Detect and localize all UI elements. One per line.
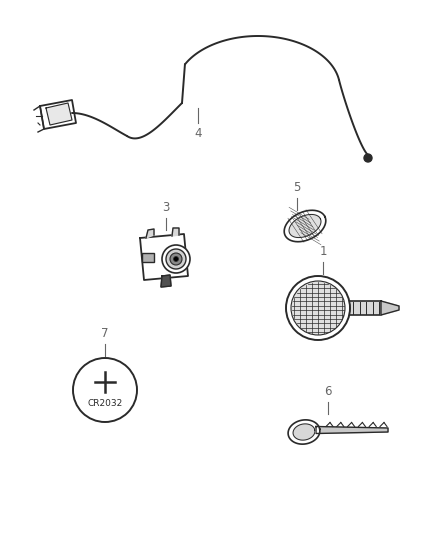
Text: 5: 5 [293,181,301,194]
Polygon shape [40,100,76,129]
Polygon shape [288,420,320,444]
Circle shape [170,253,182,265]
Polygon shape [46,103,72,125]
Polygon shape [146,229,154,238]
Text: 1: 1 [319,245,327,258]
FancyBboxPatch shape [349,301,381,315]
Circle shape [73,358,137,422]
FancyBboxPatch shape [142,253,154,262]
Circle shape [162,245,190,273]
Polygon shape [161,275,171,287]
Polygon shape [140,234,188,280]
Polygon shape [289,214,321,238]
Circle shape [291,281,345,335]
Text: 3: 3 [162,201,170,214]
Text: 4: 4 [194,127,202,140]
Polygon shape [172,228,179,236]
Circle shape [166,249,186,269]
Polygon shape [316,426,388,433]
Polygon shape [293,424,315,440]
Text: 6: 6 [324,385,332,398]
Polygon shape [284,211,326,242]
Text: 7: 7 [101,327,109,340]
Circle shape [173,256,179,262]
Text: CR2032: CR2032 [87,400,123,408]
Polygon shape [381,301,399,315]
Circle shape [364,154,372,162]
Circle shape [286,276,350,340]
